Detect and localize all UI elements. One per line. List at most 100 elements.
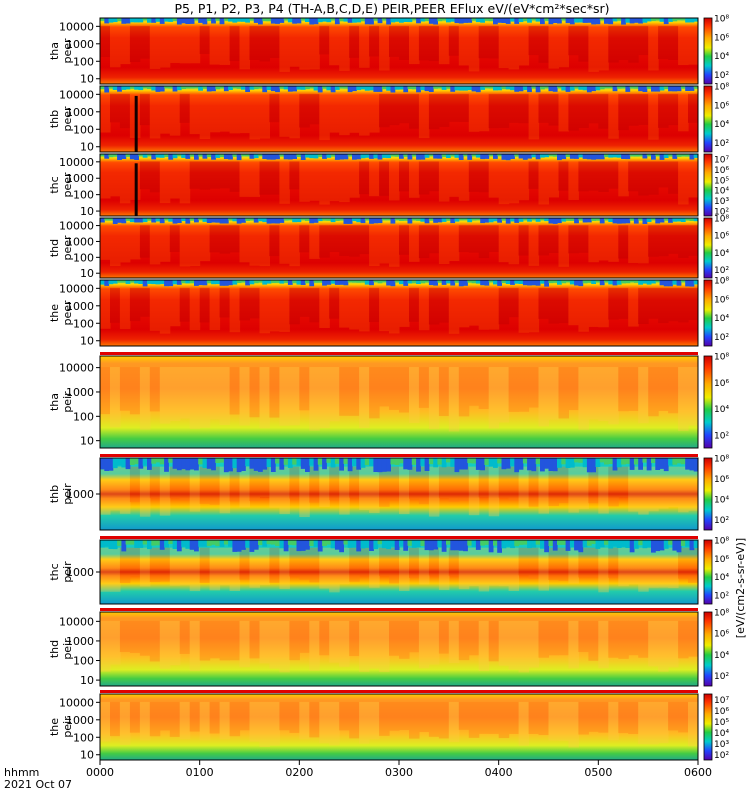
- colorbar-tick-label: 10²: [714, 266, 729, 276]
- panel-frame: [99, 217, 699, 279]
- y-tick-label: 1000: [66, 386, 94, 399]
- spectrogram: [100, 458, 698, 530]
- spectrogram: [100, 280, 698, 346]
- panel-thb-peer: 10 100 1000 10000 thb peer 10² 10⁴ 10⁶ 10⁸: [48, 83, 729, 154]
- y-tick-label: 10000: [59, 220, 94, 233]
- x-tick-label: 0500: [584, 766, 612, 779]
- x-tick-label: 0100: [186, 766, 214, 779]
- spectrogram-texture: [100, 25, 699, 72]
- status-bar: [100, 454, 698, 457]
- y-tick-label: 1000: [66, 300, 94, 313]
- y-tick-label: 10000: [59, 696, 94, 709]
- y-tick-label: 1000: [66, 235, 94, 248]
- spectrogram-texture: [100, 466, 699, 518]
- y-tick-label: 1000: [66, 172, 94, 185]
- noise-band: [100, 18, 699, 25]
- colorbar-tick-label: 10²: [714, 672, 729, 682]
- colorbar-tick-label: 10³: [714, 740, 729, 750]
- colorbar-tick-label: 10⁸: [714, 455, 729, 465]
- panel-frame: [99, 17, 699, 85]
- colorbar-tick-label: 10²: [714, 591, 729, 601]
- colorbar: [703, 355, 713, 449]
- panel-thc-peir: 1000 thc peir 10² 10⁴ 10⁶ 10⁸: [48, 536, 729, 605]
- colorbar-tick-label: 10⁸: [714, 277, 729, 287]
- spectrogram: [100, 154, 698, 216]
- panel-label-probe: the: [48, 304, 61, 322]
- colorbar: [703, 539, 713, 605]
- spectrogram-texture: [100, 620, 699, 673]
- colorbar-tick-label: 10²: [714, 751, 729, 761]
- y-tick-label: 100: [73, 251, 94, 264]
- y-tick-label: 100: [73, 123, 94, 136]
- colorbar-tick-label: 10⁶: [714, 555, 729, 565]
- panel-label-species: peir: [61, 638, 74, 660]
- y-tick-label: 10000: [59, 20, 94, 33]
- panel-label-probe: the: [48, 718, 61, 736]
- spectrogram: [100, 218, 698, 278]
- colorbar-tick-label: 10²: [714, 71, 729, 81]
- panel-frame: [99, 611, 699, 687]
- chart-title: P5, P1, P2, P3, P4 (TH-A,B,C,D,E) PEIR,P…: [174, 1, 609, 16]
- panel-thd-peir: 10 100 1000 10000 thd peir 10² 10⁴ 10⁶ 10⁸: [48, 608, 729, 687]
- panel-label-probe: thc: [48, 563, 61, 580]
- panel-the-peer: 10 100 1000 10000 the peer 10² 10⁴ 10⁶ 10⁸: [48, 277, 729, 348]
- colorbar-tick-label: 10⁴: [714, 729, 729, 739]
- spectrogram: [100, 86, 698, 152]
- y-tick-label: 100: [73, 731, 94, 744]
- y-tick-label: 10: [80, 141, 94, 154]
- spectrogram: [100, 18, 698, 84]
- x-tick-label: 0400: [485, 766, 513, 779]
- panel-label-probe: thd: [48, 640, 61, 658]
- spectrogram-texture: [100, 161, 699, 205]
- x-tick-label: 0300: [385, 766, 413, 779]
- spectrogram: [100, 356, 698, 448]
- spectrogram: [100, 694, 698, 760]
- panel-label-species: peir: [61, 483, 74, 505]
- colorbar-tick-label: 10⁸: [714, 609, 729, 619]
- colorbar-tick-label: 10⁴: [714, 405, 729, 415]
- noise-band: [100, 154, 699, 161]
- colorbar-tick-label: 10²: [714, 207, 729, 217]
- y-tick-label: 10: [80, 674, 94, 687]
- panel-label-species: peer: [61, 106, 74, 132]
- y-tick-label: 100: [73, 317, 94, 330]
- colorbar-tick-label: 10⁶: [714, 232, 729, 242]
- y-tick-label: 1000: [66, 566, 94, 579]
- y-tick-label: 10000: [59, 88, 94, 101]
- data-spike: [134, 163, 138, 216]
- status-bar: [100, 536, 698, 539]
- spectrogram-texture: [100, 225, 699, 267]
- panel-label-species: peir: [61, 716, 74, 738]
- spectrogram-texture: [100, 547, 699, 593]
- panel-label-probe: tha: [48, 393, 61, 411]
- panel-thd-peer: 10 100 1000 10000 thd peer 10² 10⁴ 10⁶ 10⁸: [48, 215, 729, 281]
- colorbar-tick-label: 10⁸: [714, 537, 729, 547]
- panel-label-species: peer: [61, 172, 74, 198]
- noise-band: [100, 218, 699, 224]
- panel-frame: [99, 279, 699, 347]
- data-spike: [134, 95, 138, 152]
- spectrogram-texture: [100, 701, 699, 748]
- y-tick-label: 10: [80, 267, 94, 280]
- y-tick-label: 100: [73, 55, 94, 68]
- y-tick-label: 10: [80, 205, 94, 218]
- spectrogram-texture: [100, 93, 699, 141]
- status-bar: [100, 352, 698, 355]
- colorbar: [703, 217, 713, 279]
- colorbar-tick-label: 10⁸: [714, 215, 729, 225]
- colorbar-tick-label: 10⁴: [714, 314, 729, 324]
- colorbar-tick-label: 10⁴: [714, 651, 729, 661]
- y-tick-label: 100: [73, 410, 94, 423]
- noise-band: [100, 458, 699, 473]
- panel-label-probe: thc: [48, 176, 61, 193]
- y-tick-label: 10000: [59, 362, 94, 375]
- colorbar: [703, 457, 713, 531]
- colorbar-tick-label: 10⁴: [714, 496, 729, 506]
- panel-tha-peer: 10 100 1000 10000 tha peer 10² 10⁴ 10⁶ 10⁸: [48, 15, 729, 86]
- colorbar-tick-label: 10⁴: [714, 52, 729, 62]
- y-tick-label: 10: [80, 749, 94, 762]
- colorbar-tick-label: 10²: [714, 333, 729, 343]
